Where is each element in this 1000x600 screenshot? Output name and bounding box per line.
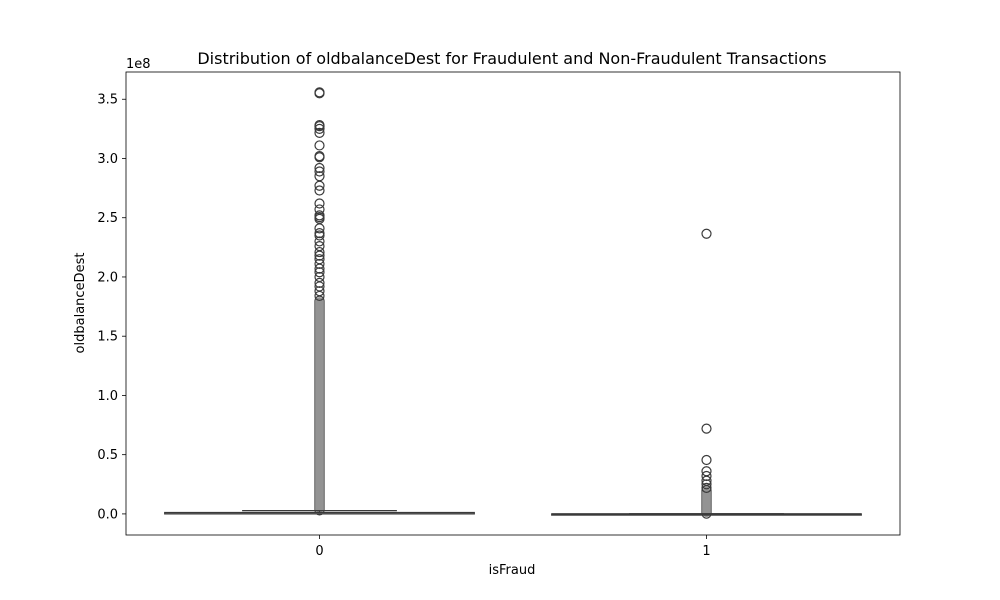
y-tick-label: 1.5 — [97, 330, 118, 345]
y-tick-label: 0.0 — [97, 507, 118, 522]
outlier-point — [314, 140, 325, 151]
outlier-point — [314, 277, 325, 288]
outlier-point — [314, 230, 325, 241]
outlier-point — [701, 423, 712, 434]
outlier-point — [314, 198, 325, 209]
outlier-point — [314, 121, 325, 132]
outlier-point — [314, 152, 325, 163]
outlier-point — [701, 470, 712, 482]
outlier-column-fill — [316, 297, 323, 514]
outlier-point — [314, 246, 325, 258]
chart-title: Distribution of oldbalanceDest for Fraud… — [197, 49, 826, 68]
outlier-point — [314, 223, 325, 234]
outlier-point — [314, 166, 325, 177]
outlier-point — [314, 286, 325, 297]
x-tick-label: 1 — [702, 544, 710, 559]
outlier-point — [314, 162, 325, 174]
outlier-point — [314, 180, 325, 191]
y-axis-offset-label: 1e8 — [126, 57, 151, 72]
outlier-point — [314, 267, 325, 278]
outlier-point — [701, 454, 712, 466]
y-tick-label: 0.5 — [97, 448, 118, 463]
outlier-point — [314, 290, 325, 302]
outlier-column-fill — [703, 486, 710, 518]
outlier-point — [701, 228, 712, 239]
x-tick-label: 0 — [315, 544, 323, 559]
outlier-point — [314, 185, 325, 196]
outlier-point — [314, 258, 325, 270]
outlier-point — [314, 88, 325, 99]
axes-frame — [125, 71, 901, 536]
outlier-point — [314, 123, 325, 134]
outlier-point — [701, 475, 712, 486]
outlier-point — [314, 250, 325, 261]
outlier-point — [314, 263, 325, 274]
outlier-point — [701, 479, 712, 490]
plot-area: 0.0 0.5 1.0 1.5 2.0 2.5 3.0 3.5 0 1 — [97, 71, 901, 559]
y-tick-label: 2.0 — [97, 270, 118, 285]
x-axis-label: isFraud — [489, 563, 536, 578]
y-axis-label: oldbalanceDest — [73, 253, 88, 354]
y-tick-label: 2.5 — [97, 211, 118, 226]
y-tick-label: 3.0 — [97, 152, 118, 167]
outlier-point — [314, 236, 325, 247]
outlier-point — [701, 482, 712, 493]
y-tick-label: 1.0 — [97, 389, 118, 404]
y-tick-label: 3.5 — [97, 93, 118, 108]
outlier-point — [314, 127, 325, 138]
